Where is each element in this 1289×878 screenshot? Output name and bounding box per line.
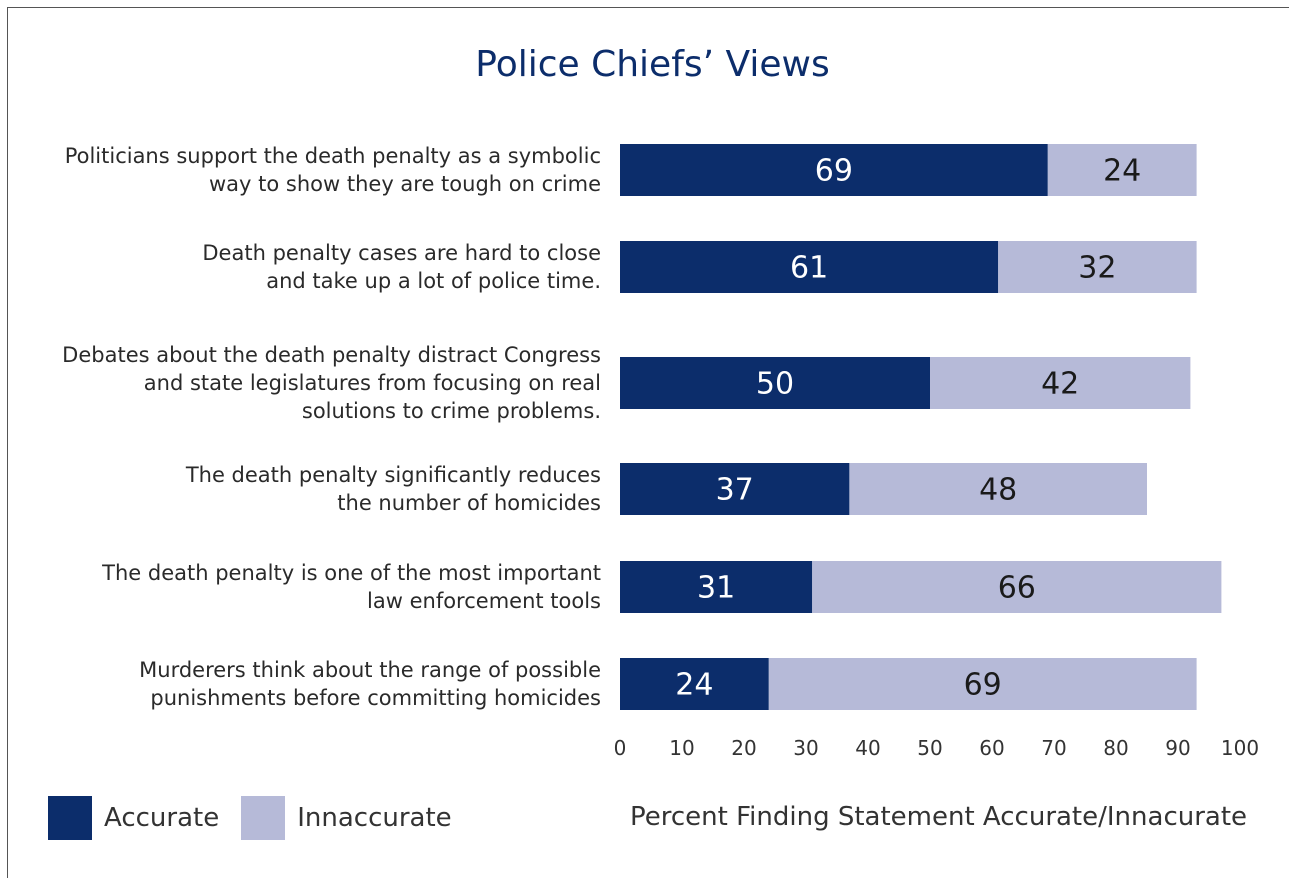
bar-accurate	[620, 463, 850, 515]
data-label-accurate: 24	[675, 668, 713, 703]
chart-title: Police Chiefs’ Views	[475, 44, 830, 85]
data-label-innaccurate: 66	[998, 571, 1036, 606]
data-label-innaccurate: 32	[1078, 251, 1116, 286]
category-label-line: and take up a lot of police time.	[266, 269, 601, 293]
category-label-line: Debates about the death penalty distract…	[62, 343, 601, 367]
data-label-accurate: 37	[716, 473, 754, 508]
data-label-accurate: 31	[697, 571, 735, 606]
data-label-innaccurate: 48	[979, 473, 1017, 508]
legend-label-accurate: Accurate	[104, 803, 220, 833]
legend: Accurate Innaccurate	[48, 796, 474, 840]
bar-accurate	[620, 241, 999, 293]
x-tick-label: 40	[855, 736, 880, 760]
category-label-line: The death penalty is one of the most imp…	[102, 561, 601, 585]
legend-item-innaccurate: Innaccurate	[241, 796, 452, 840]
bar-innaccurate	[768, 658, 1197, 710]
bar-accurate	[620, 658, 769, 710]
category-label-line: Murderers think about the range of possi…	[139, 658, 601, 682]
category-label: The death penalty is one of the most imp…	[102, 559, 601, 615]
data-label-accurate: 61	[790, 251, 828, 286]
bar-accurate	[620, 561, 813, 613]
legend-label-innaccurate: Innaccurate	[297, 803, 452, 833]
x-tick-label: 0	[614, 736, 627, 760]
bar-innaccurate	[1047, 144, 1197, 196]
category-label-line: punishments before committing homicides	[150, 686, 601, 710]
x-axis-label: Percent Finding Statement Accurate/Innac…	[630, 802, 1248, 832]
legend-swatch-accurate	[48, 796, 92, 840]
category-label-line: The death penalty significantly reduces	[185, 463, 601, 487]
category-label-line: law enforcement tools	[367, 589, 601, 613]
legend-item-accurate: Accurate	[48, 796, 219, 840]
category-label-line: Politicians support the death penalty as…	[64, 144, 601, 168]
x-tick-label: 30	[793, 736, 818, 760]
bar-innaccurate	[930, 357, 1191, 409]
x-tick-label: 10	[669, 736, 694, 760]
bar-accurate	[620, 357, 930, 409]
bar-innaccurate	[812, 561, 1222, 613]
x-tick-label: 90	[1165, 736, 1190, 760]
data-label-innaccurate: 42	[1041, 367, 1079, 402]
x-tick-label: 70	[1041, 736, 1066, 760]
x-tick-label: 50	[917, 736, 942, 760]
category-label: Death penalty cases are hard to close and…	[202, 239, 601, 295]
category-label-line: solutions to crime problems.	[301, 399, 601, 423]
category-label: Murderers think about the range of possi…	[139, 656, 601, 712]
data-label-innaccurate: 69	[964, 668, 1002, 703]
data-label-accurate: 69	[815, 154, 853, 189]
data-label-accurate: 50	[756, 367, 794, 402]
category-label: Politicians support the death penalty as…	[65, 142, 601, 198]
category-label-line: Death penalty cases are hard to close	[202, 241, 601, 265]
bar-innaccurate	[998, 241, 1197, 293]
bar-accurate	[620, 144, 1048, 196]
category-label: Debates about the death penalty distract…	[62, 341, 601, 425]
category-label-line: the number of homicides	[337, 491, 601, 515]
x-tick-label: 80	[1103, 736, 1128, 760]
category-label-line: and state legislatures from focusing on …	[143, 371, 601, 395]
category-label-line: way to show they are tough on crime	[209, 172, 601, 196]
x-tick-label: 100	[1221, 736, 1259, 760]
category-label: The death penalty significantly reduces t…	[186, 461, 601, 517]
bar-innaccurate	[849, 463, 1147, 515]
legend-swatch-innaccurate	[241, 796, 286, 840]
x-tick-label: 20	[731, 736, 756, 760]
data-label-innaccurate: 24	[1103, 154, 1141, 189]
x-tick-label: 60	[979, 736, 1004, 760]
